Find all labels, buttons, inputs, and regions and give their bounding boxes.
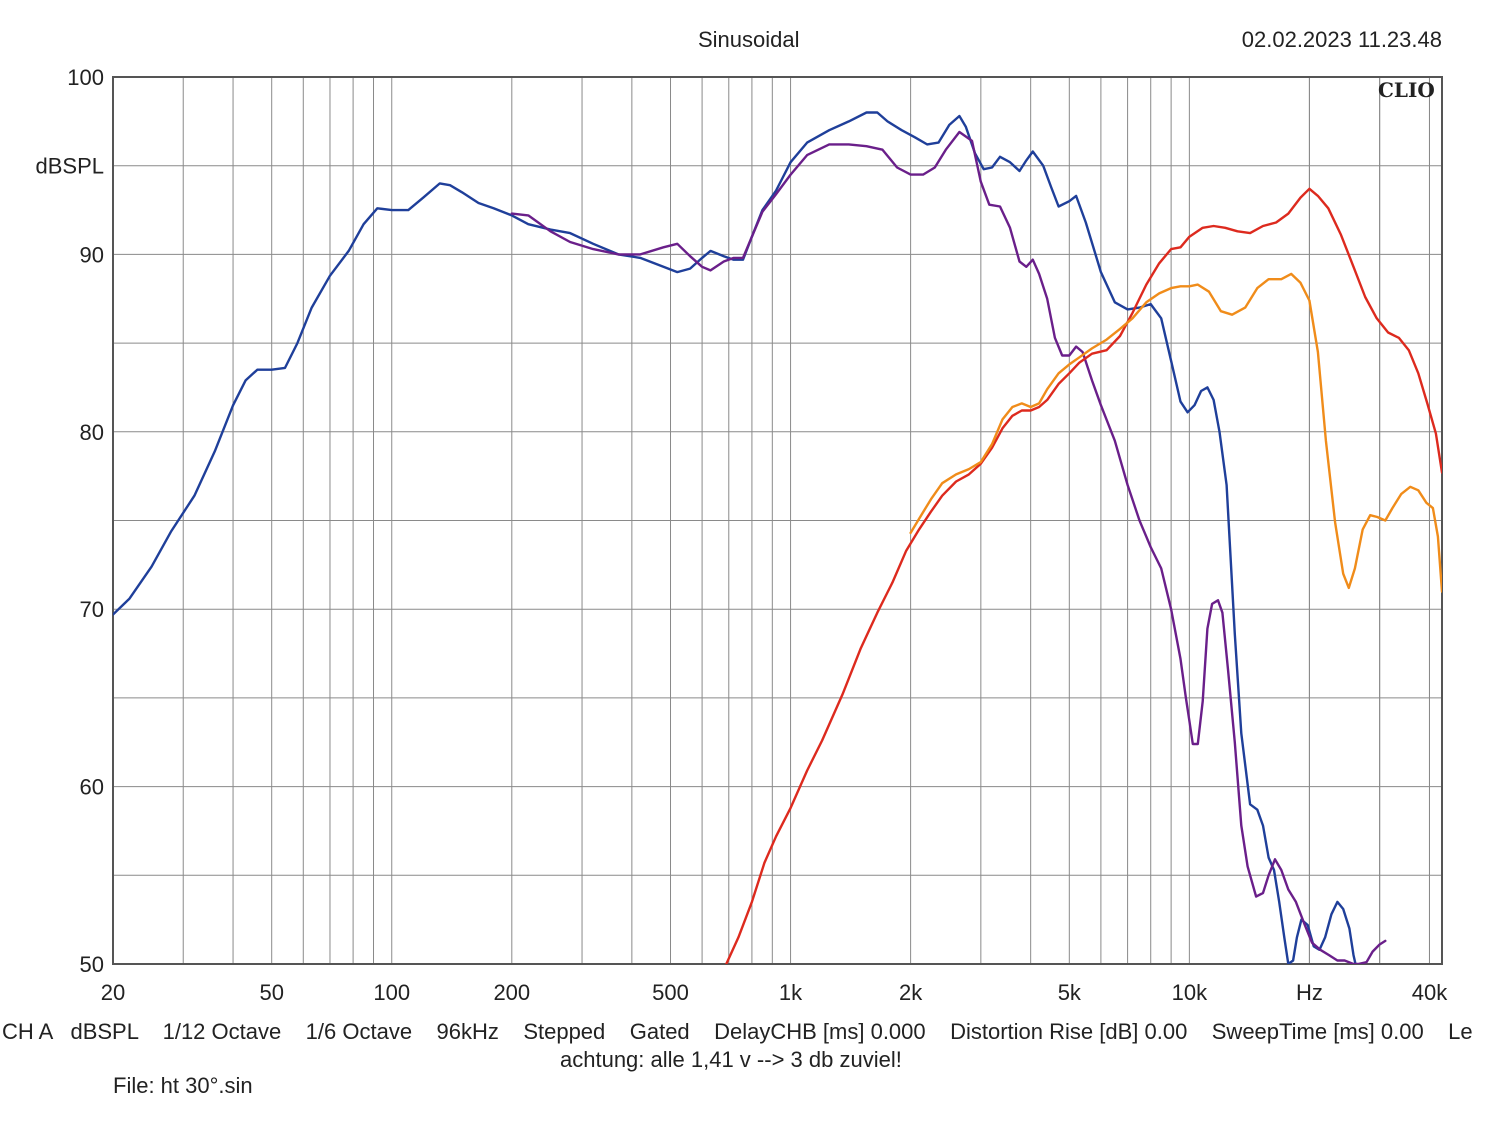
x-tick-label: 50 — [259, 980, 283, 1005]
x-tick-label: 5k — [1058, 980, 1082, 1005]
x-tick-label: 500 — [652, 980, 689, 1005]
x-tick-label: 10k — [1172, 980, 1208, 1005]
x-tick-label: 2k — [899, 980, 923, 1005]
clio-logo: CLIO — [1378, 78, 1435, 102]
footer-note: achtung: alle 1,41 v --> 3 db zuviel! — [560, 1047, 902, 1072]
measurement-settings: CH A dBSPL 1/12 Octave 1/6 Octave 96kHz … — [2, 1019, 1473, 1044]
plot-frame — [112, 76, 1443, 965]
y-tick-label: 60 — [80, 775, 104, 800]
y-axis-label: dBSPL — [36, 154, 105, 179]
file-name: File: ht 30°.sin — [113, 1073, 253, 1098]
x-tick-label: 100 — [373, 980, 410, 1005]
series-line-3 — [725, 187, 1442, 964]
x-tick-label: 40k — [1412, 980, 1448, 1005]
x-tick-label: 20 — [101, 980, 125, 1005]
x-tick-label: Hz — [1296, 980, 1323, 1005]
x-tick-label: 1k — [779, 980, 803, 1005]
y-tick-label: 100 — [67, 65, 104, 90]
x-tick-label: 200 — [493, 980, 530, 1005]
y-tick-label: 80 — [80, 420, 104, 445]
series-line-1 — [113, 111, 1357, 964]
y-tick-label: 70 — [80, 597, 104, 622]
series-line-2 — [510, 130, 1387, 964]
y-tick-label: 90 — [80, 242, 104, 267]
timestamp: 02.02.2023 11.23.48 — [1241, 27, 1442, 52]
chart-title: Sinusoidal — [698, 27, 800, 52]
y-tick-label: 50 — [80, 952, 104, 977]
series-line-4 — [909, 272, 1442, 593]
